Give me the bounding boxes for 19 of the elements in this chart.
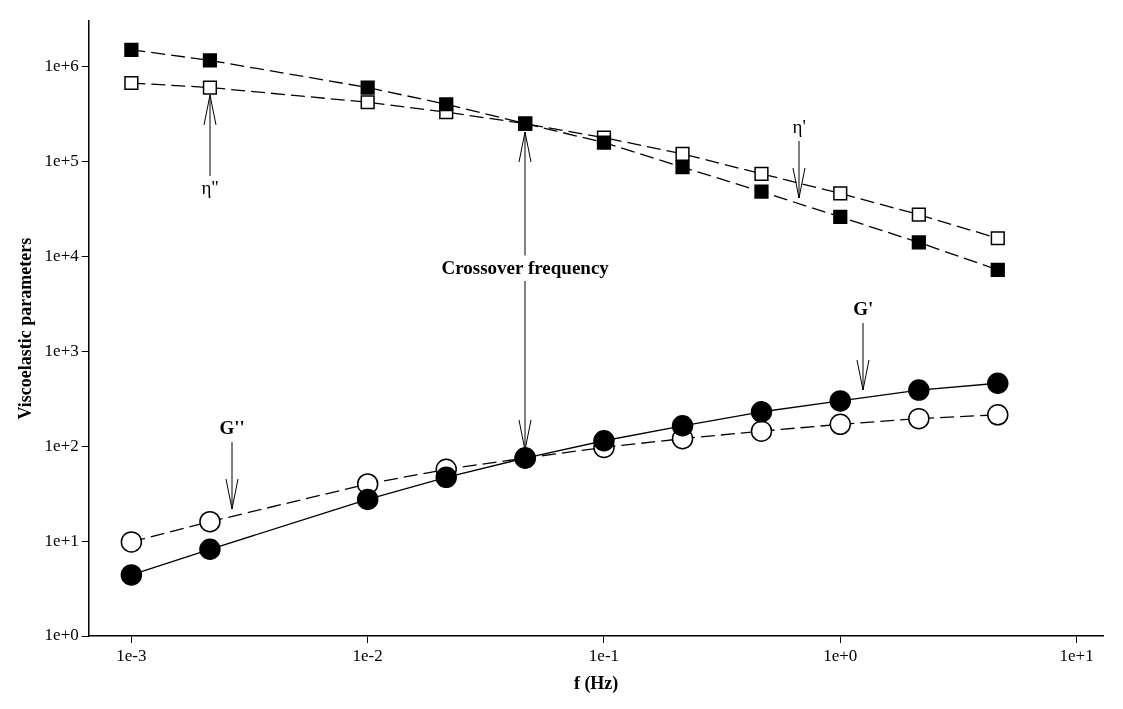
x-tick-label: 1e-3 <box>116 645 147 665</box>
x-tick-label: 1e+0 <box>823 645 858 665</box>
annotation: Crossover frequency <box>441 257 609 279</box>
y-tick-label: 1e+6 <box>44 55 79 75</box>
x-tick-label: 1e-1 <box>588 645 620 665</box>
x-axis-title: f (Hz) <box>573 672 619 694</box>
annotation: G' <box>853 297 874 319</box>
y-tick-label: 1e+1 <box>44 530 79 550</box>
x-tick-label: 1e+1 <box>1059 645 1094 665</box>
x-tick-label: 1e-2 <box>352 645 383 665</box>
annotation: η'' <box>201 176 219 198</box>
y-tick-label: 1e+3 <box>44 340 79 360</box>
y-tick-label: 1e+5 <box>44 150 79 170</box>
y-tick-label: 1e+4 <box>44 245 80 265</box>
annotation: η' <box>792 116 806 138</box>
y-tick-label: 1e+2 <box>44 435 79 455</box>
annotation: G'' <box>219 416 245 438</box>
y-axis-title: Viscoelastic parameters <box>15 237 36 420</box>
y-tick-label: 1e+0 <box>44 625 79 645</box>
